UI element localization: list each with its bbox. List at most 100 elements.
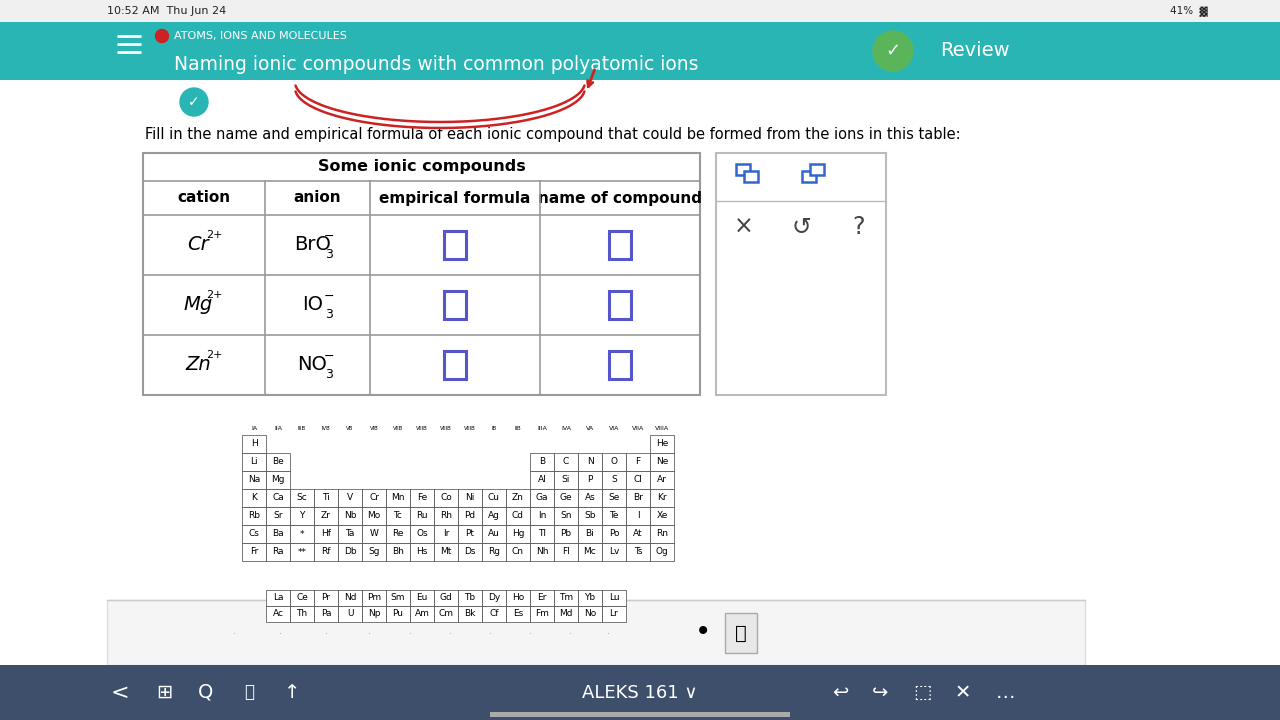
- Bar: [650, 453, 675, 471]
- Bar: [554, 590, 579, 606]
- Bar: [291, 543, 314, 561]
- Text: Yb: Yb: [585, 593, 595, 603]
- Text: S: S: [611, 475, 617, 485]
- Bar: [626, 525, 650, 543]
- Text: ⊞: ⊞: [156, 683, 173, 702]
- Text: Ar: Ar: [657, 475, 667, 485]
- Bar: [387, 507, 410, 525]
- Text: Te: Te: [609, 511, 618, 521]
- Text: ⌣: ⌣: [735, 624, 746, 642]
- Text: Bk: Bk: [465, 610, 476, 618]
- Text: Co: Co: [440, 493, 452, 503]
- Bar: [579, 489, 602, 507]
- Bar: [602, 471, 626, 489]
- Text: Sc: Sc: [297, 493, 307, 503]
- Text: −: −: [324, 230, 334, 243]
- Bar: [458, 507, 483, 525]
- Bar: [444, 231, 466, 259]
- Bar: [338, 606, 362, 622]
- Bar: [444, 351, 466, 379]
- Bar: [554, 606, 579, 622]
- Text: ✓: ✓: [886, 42, 901, 60]
- Text: −: −: [324, 289, 334, 302]
- Text: −: −: [324, 349, 334, 362]
- Text: Mg: Mg: [271, 475, 284, 485]
- Text: Md: Md: [559, 610, 572, 618]
- Bar: [530, 590, 554, 606]
- Bar: [650, 507, 675, 525]
- Bar: [506, 590, 530, 606]
- Text: Zn: Zn: [186, 356, 211, 374]
- Bar: [458, 606, 483, 622]
- Text: 2+: 2+: [206, 350, 223, 360]
- Text: Mt: Mt: [440, 547, 452, 557]
- Text: Li: Li: [250, 457, 257, 467]
- Text: Ni: Ni: [466, 493, 475, 503]
- Bar: [483, 543, 506, 561]
- Bar: [410, 606, 434, 622]
- Text: 2+: 2+: [206, 290, 223, 300]
- Text: Ta: Ta: [346, 529, 355, 539]
- Text: IIIB: IIIB: [298, 426, 306, 431]
- Text: Au: Au: [488, 529, 500, 539]
- Text: VIIIB: VIIIB: [440, 426, 452, 431]
- Bar: [530, 543, 554, 561]
- Text: ALEKS 161 ∨: ALEKS 161 ∨: [582, 683, 698, 701]
- Text: ↺: ↺: [791, 215, 810, 239]
- Bar: [0, 0, 1280, 22]
- Text: Fm: Fm: [535, 610, 549, 618]
- Bar: [579, 507, 602, 525]
- Bar: [434, 507, 458, 525]
- Bar: [291, 590, 314, 606]
- Text: In: In: [538, 511, 547, 521]
- Text: B: B: [539, 457, 545, 467]
- Text: 3: 3: [325, 248, 333, 261]
- Text: K: K: [251, 493, 257, 503]
- Text: At: At: [634, 529, 643, 539]
- Text: Ho: Ho: [512, 593, 524, 603]
- Bar: [506, 615, 530, 655]
- Text: NO: NO: [297, 356, 328, 374]
- Text: Br: Br: [634, 493, 643, 503]
- Text: Cm: Cm: [439, 610, 453, 618]
- Bar: [314, 590, 338, 606]
- Text: P: P: [588, 475, 593, 485]
- Text: Er: Er: [538, 593, 547, 603]
- Text: IO: IO: [302, 295, 323, 315]
- Bar: [483, 525, 506, 543]
- Text: Ce: Ce: [296, 593, 308, 603]
- Bar: [242, 489, 266, 507]
- Text: Ne: Ne: [655, 457, 668, 467]
- Text: Ts: Ts: [634, 547, 643, 557]
- Text: U: U: [347, 610, 353, 618]
- Text: C: C: [563, 457, 570, 467]
- Bar: [554, 507, 579, 525]
- Text: Rf: Rf: [321, 547, 330, 557]
- Bar: [242, 507, 266, 525]
- Text: Sm: Sm: [390, 593, 406, 603]
- Text: 41%  ▓: 41% ▓: [1170, 6, 1207, 17]
- Bar: [609, 231, 631, 259]
- Text: Es: Es: [513, 610, 524, 618]
- Text: Na: Na: [248, 475, 260, 485]
- Text: Re: Re: [392, 529, 403, 539]
- Text: Tb: Tb: [465, 593, 476, 603]
- Bar: [242, 543, 266, 561]
- Text: Ge: Ge: [559, 493, 572, 503]
- Bar: [483, 590, 506, 606]
- Bar: [256, 615, 280, 655]
- Bar: [0, 665, 1280, 720]
- Text: VIIIB: VIIIB: [465, 426, 476, 431]
- Text: I: I: [636, 511, 639, 521]
- Text: •: •: [695, 618, 712, 647]
- Text: Bh: Bh: [392, 547, 404, 557]
- Bar: [483, 489, 506, 507]
- Bar: [490, 712, 790, 717]
- Bar: [579, 543, 602, 561]
- Text: 3: 3: [325, 307, 333, 320]
- Bar: [650, 435, 675, 453]
- Bar: [0, 22, 1280, 80]
- Text: Ac: Ac: [273, 610, 283, 618]
- Bar: [266, 489, 291, 507]
- Text: IA: IA: [251, 426, 257, 431]
